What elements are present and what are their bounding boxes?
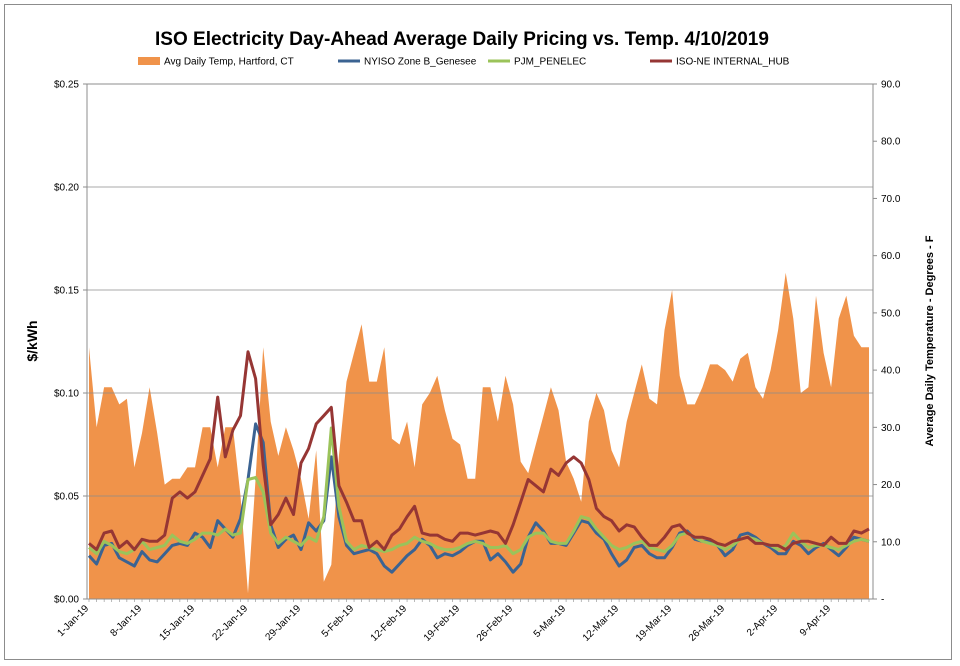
chart-title: ISO Electricity Day-Ahead Average Daily … <box>155 29 769 50</box>
legend-label-nyiso-zone-b-genesee: NYISO Zone B_Genesee <box>364 57 477 68</box>
series-layer <box>87 350 870 574</box>
y-tick-label: $0.25 <box>54 80 79 91</box>
legend: Avg Daily Temp, Hartford, CT NYISO Zone B… <box>138 57 790 68</box>
x-tick-label: 26-Mar-19 <box>687 603 728 644</box>
x-tick-label: 19-Mar-19 <box>634 603 675 644</box>
x-tick-label: 5-Mar-19 <box>532 603 569 640</box>
temperature-area-layer <box>89 272 869 599</box>
x-tick-label: 15-Jan-19 <box>158 603 198 643</box>
x-tick-label: 19-Feb-19 <box>422 603 463 644</box>
y-tick-label: $0.10 <box>54 389 79 400</box>
y2-tick-label: 30.0 <box>881 423 901 434</box>
x-tick-label: 22-Jan-19 <box>211 603 251 643</box>
x-tick-label: 12-Feb-19 <box>369 603 410 644</box>
x-tick-label: 5-Feb-19 <box>320 603 357 640</box>
y-axis-title: $/kWh <box>24 320 40 361</box>
y2-axis-title: Average Daily Temperature - Degrees - F <box>924 235 936 446</box>
y-tick-label: $0.00 <box>54 595 79 606</box>
y2-tick-label: 10.0 <box>881 537 901 548</box>
legend-label-avg-daily-temp-hartford-ct: Avg Daily Temp, Hartford, CT <box>164 57 294 68</box>
y2-tick-label: 60.0 <box>881 251 901 262</box>
legend-label-iso-ne-internal-hub: ISO-NE INTERNAL_HUB <box>676 57 790 68</box>
y2-tick-label: 40.0 <box>881 366 901 377</box>
x-tick-label: 8-Jan-19 <box>108 603 144 639</box>
series-line-iso-ne-internal-hub <box>88 350 870 552</box>
temperature-area <box>89 272 869 599</box>
x-tick-label: 2-Apr-19 <box>745 603 781 639</box>
y2-tick-label: 20.0 <box>881 480 901 491</box>
y-tick-label: $0.05 <box>54 492 79 503</box>
legend-swatch-avg-daily-temp-hartford-ct <box>138 57 160 65</box>
x-tick-label: 12-Mar-19 <box>581 603 622 644</box>
x-tick-label: 1-Jan-19 <box>55 603 91 639</box>
y2-tick-label: 90.0 <box>881 80 901 91</box>
y2-tick-label: 50.0 <box>881 308 901 319</box>
x-tick-label: 26-Feb-19 <box>475 603 516 644</box>
plot-border <box>86 83 874 600</box>
legend-label-pjm-penelec: PJM_PENELEC <box>514 57 586 68</box>
y2-tick-label: 80.0 <box>881 137 901 148</box>
y2-tick-label: 70.0 <box>881 194 901 205</box>
x-tick-label: 29-Jan-19 <box>264 603 304 643</box>
y-tick-label: $0.15 <box>54 286 79 297</box>
y-tick-label: $0.20 <box>54 183 79 194</box>
x-tick-label: 9-Apr-19 <box>798 603 834 639</box>
y2-tick-label: - <box>881 595 884 606</box>
